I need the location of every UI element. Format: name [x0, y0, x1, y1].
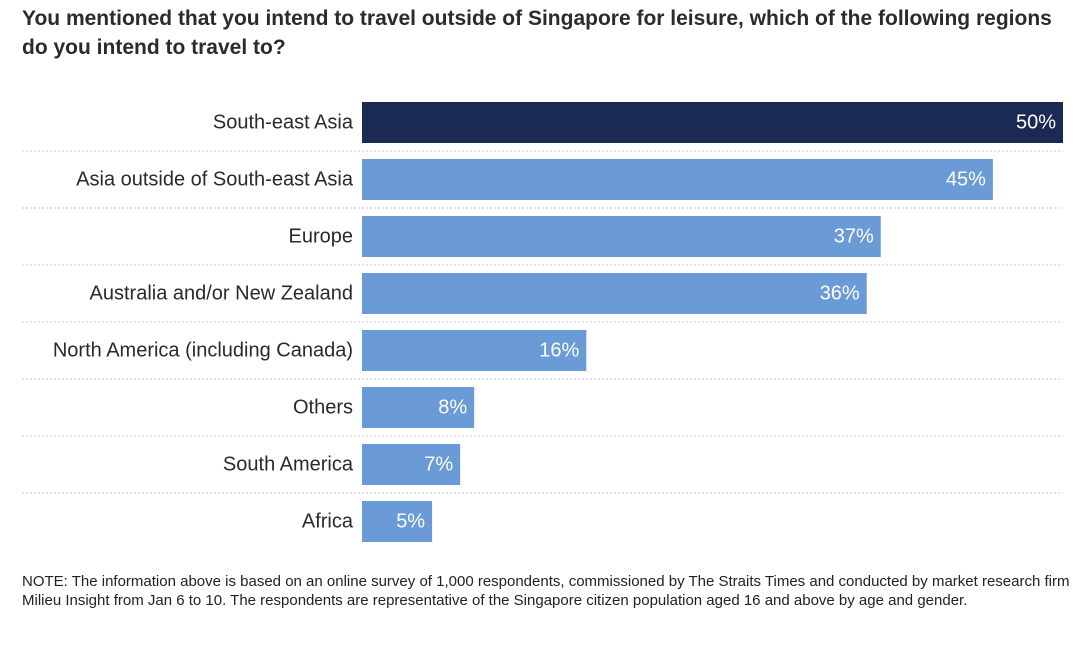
bar-value-label: 8% — [438, 397, 467, 419]
bar-value-label: 36% — [820, 283, 860, 305]
category-label: Others — [293, 397, 353, 419]
bar-value-label: 37% — [834, 226, 874, 248]
bar — [362, 444, 461, 485]
category-label: Asia outside of South-east Asia — [76, 169, 354, 191]
bar — [362, 330, 587, 371]
chart-title: You mentioned that you intend to travel … — [22, 7, 1052, 59]
category-label: Australia and/or New Zealand — [90, 283, 353, 305]
category-label: North America (including Canada) — [53, 340, 353, 362]
bar — [362, 216, 881, 257]
bar — [362, 102, 1063, 143]
category-label: South-east Asia — [213, 112, 354, 134]
category-label: South America — [223, 454, 354, 476]
category-label: Europe — [289, 226, 354, 248]
bar-value-label: 5% — [396, 511, 425, 533]
category-label: Africa — [302, 511, 354, 533]
bar — [362, 273, 867, 314]
bar-value-label: 16% — [539, 340, 579, 362]
bar-value-label: 45% — [946, 169, 986, 191]
bar-value-label: 7% — [424, 454, 453, 476]
bar-chart: South-east Asia 50% Asia outside of South-… — [22, 102, 1063, 542]
bar — [362, 387, 475, 428]
bar — [362, 501, 433, 542]
bar-value-label: 50% — [1016, 112, 1056, 134]
bar — [362, 159, 993, 200]
survey-note: NOTE: The information above is based on … — [22, 573, 1070, 609]
